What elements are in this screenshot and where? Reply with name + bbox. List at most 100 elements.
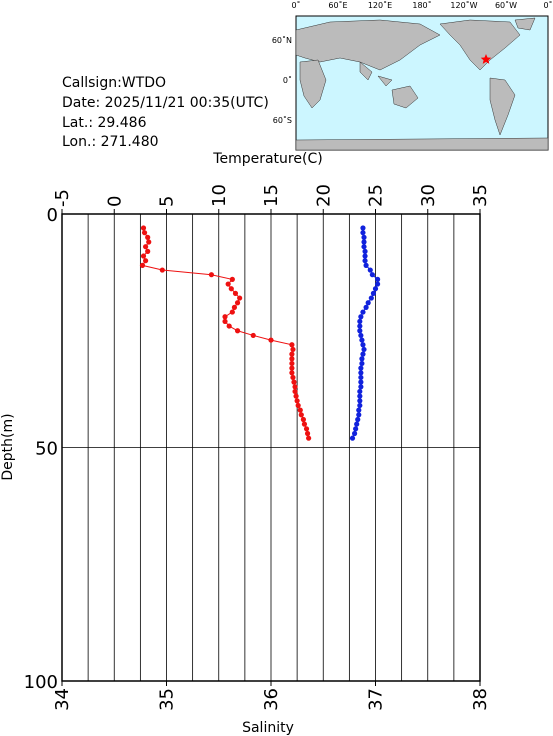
profile-point [374,276,381,282]
profile-point [141,230,148,236]
profile-point [372,286,379,292]
x-tick-label: 0 [104,196,125,207]
profile-point [358,332,364,339]
profile-point [298,412,304,418]
profile-point [369,272,375,278]
profile-point [143,244,149,250]
profile-point [290,374,296,381]
profile-point [363,262,369,268]
profile-point [145,234,151,240]
profile-point [358,379,364,385]
profile-point [357,318,363,325]
profile-point [143,258,149,264]
profile-point [291,379,297,385]
profile-point [208,272,215,278]
profile-point [356,407,362,413]
profile-point [222,318,228,325]
profile-point [159,267,165,273]
profile-point [292,388,298,395]
profile-point [289,365,295,371]
profile-point [353,426,359,432]
profile-point [268,337,274,343]
x-tick-label: 25 [366,184,387,207]
map-lon-label: 60˚W [495,0,517,10]
profile-point [229,309,235,315]
profile-point [358,365,364,371]
profile-point [362,248,368,254]
profile-point [360,225,366,231]
profile-point [362,253,368,259]
profile-point [146,239,152,245]
profile-point [356,412,362,418]
x-tick-label: 15 [261,184,282,207]
x2-tick-label: 37 [366,688,387,711]
profile-point [357,398,363,404]
profile-point [293,393,299,399]
world-map: 0˚ 60˚E 120˚E 180˚ 120˚W 60˚W 0˚ 60˚N 0˚ 60˚S [272,0,553,151]
profile-point [357,328,363,334]
profile-point [294,398,300,404]
profile-point [357,402,363,409]
profile-point [225,281,231,287]
profile-point [349,435,356,441]
map-lat-label: 0˚ [283,75,292,85]
x-tick-label: 35 [470,184,491,207]
profile-point [250,332,256,339]
map-lon-label: 120˚E [368,0,392,10]
profile-point [368,295,374,301]
profile-point [360,309,366,315]
profile-point [228,286,234,292]
profile-point [295,402,301,409]
y-tick-label: 0 [47,205,58,226]
profile-point [289,360,295,367]
profile-point [357,393,363,399]
profile-point [358,314,364,320]
x-tick-label: -5 [52,189,73,207]
profile-point [365,300,371,306]
profile-point [367,267,373,273]
profile-point [140,225,147,231]
land [295,17,549,151]
profile-point [297,407,303,413]
profile-point [234,300,241,306]
profile-point [303,426,310,432]
profile-point [362,258,368,264]
x-tick-label: 20 [313,184,334,207]
profile-point [290,346,296,353]
profile-point [300,416,306,423]
profile-point [289,342,295,348]
profile-point [370,290,377,296]
map-lon-label: 0˚ [543,0,552,10]
profile-point [357,388,363,395]
profile-point [289,370,295,376]
profile-line [141,227,310,439]
x2-tick-label: 34 [52,688,73,711]
profile-point [355,416,361,423]
profile-point [289,356,295,362]
x-axis-title: Temperature(C) [212,151,322,167]
map-lon-label: 120˚W [450,0,477,10]
profile-point [306,435,312,441]
profile-point [289,351,295,357]
profile-point [292,384,298,390]
map-lon-label: 180˚ [412,0,431,10]
x-tick-label: 10 [209,184,230,207]
profile-point [301,421,308,427]
profile-point [358,374,364,381]
map-labels: 0˚ 60˚E 120˚E 180˚ 120˚W 60˚W 0˚ 60˚N 0˚ 60˚S [272,0,553,125]
longitude: Lon.: 271.480 [62,134,159,150]
profile-point [231,304,238,310]
y-tick-label: 100 [24,672,58,693]
profile-point [360,351,366,357]
map-lat-label: 60˚S [273,115,292,125]
y-axis-title: Depth(m) [0,413,16,480]
x2-tick-label: 35 [157,688,178,711]
station-marker [480,54,492,64]
x-tick-label: 5 [157,196,178,207]
profile-point [358,384,364,390]
profile-point [232,290,239,296]
profile-point [361,239,367,245]
profile-point [237,295,243,301]
map-lat-label: 60˚N [272,35,292,45]
